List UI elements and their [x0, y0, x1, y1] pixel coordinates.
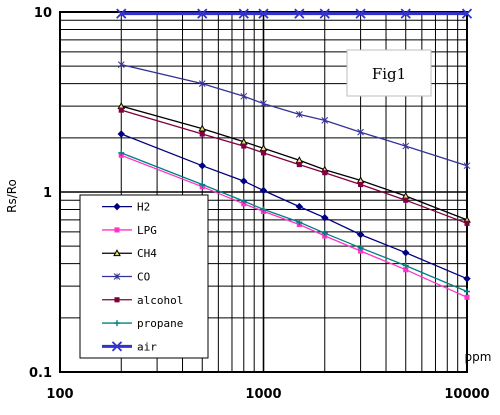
figure-annotation: Fig1: [346, 49, 432, 97]
legend-swatch-marker: [111, 341, 123, 352]
legend-box: [79, 194, 209, 359]
series-lines: [116, 8, 473, 300]
legend-label: CO: [137, 271, 150, 284]
series-propane: [118, 149, 470, 295]
data-point: [295, 202, 304, 211]
tick-labels: 100 1000 10000 10 1 0.1: [29, 6, 490, 402]
legend-swatch-marker: [114, 320, 120, 327]
legend-item: alcohol: [102, 294, 183, 307]
legend-swatch-marker: [114, 297, 120, 303]
data-point: [357, 128, 364, 136]
data-point: [260, 100, 267, 107]
data-point: [402, 248, 410, 257]
legend-label: air: [137, 340, 157, 353]
series-co: [117, 61, 471, 170]
data-point: [357, 244, 364, 251]
annotation-text: Fig1: [372, 65, 406, 83]
x-tick-label: 100: [46, 387, 73, 402]
data-point: [199, 181, 206, 188]
legend-item: LPG: [102, 224, 157, 237]
legend-item: propane: [102, 317, 183, 330]
data-point: [402, 262, 409, 269]
data-point: [321, 213, 329, 222]
plot-frame: [59, 11, 468, 373]
legend-item: CH4: [102, 247, 157, 260]
legend-item: H2: [102, 201, 150, 214]
annotation-box: [346, 49, 432, 97]
legend-swatch-marker: [113, 273, 121, 280]
y-tick-label: 0.1: [29, 366, 52, 381]
legend-item: air: [102, 340, 157, 353]
data-point: [117, 130, 125, 138]
legend-item: CO: [102, 271, 150, 284]
y-axis-label: Rs/Ro: [5, 179, 19, 213]
data-point: [464, 288, 470, 295]
data-point: [198, 80, 206, 87]
data-point: [321, 117, 329, 124]
data-point: [240, 198, 247, 205]
data-point: [355, 8, 366, 19]
x-axis-label: ppm: [465, 350, 492, 364]
data-point: [118, 149, 125, 156]
data-point: [241, 143, 247, 149]
legend-label: CH4: [137, 247, 157, 260]
x-tick-label: 1000: [245, 387, 281, 402]
data-point: [356, 230, 365, 239]
data-point: [198, 124, 207, 132]
data-point: [322, 170, 328, 176]
data-point: [296, 162, 302, 168]
data-point: [402, 142, 410, 150]
data-point: [400, 8, 411, 19]
data-point: [294, 8, 305, 19]
y-tick-label: 10: [34, 6, 52, 21]
data-point: [463, 274, 471, 283]
legend-swatch-marker: [113, 202, 121, 211]
data-point: [358, 181, 364, 188]
legend-label: propane: [137, 317, 183, 330]
series-h2: [117, 130, 471, 283]
x-tick-label: 10000: [444, 387, 489, 402]
y-tick-label: 1: [43, 186, 52, 201]
legend-label: LPG: [137, 224, 157, 237]
legend-label: alcohol: [137, 294, 183, 307]
data-point: [260, 206, 267, 213]
data-point: [319, 8, 330, 19]
data-point: [197, 8, 208, 19]
data-point: [199, 131, 205, 137]
data-point: [463, 162, 471, 170]
data-point: [198, 161, 206, 170]
data-point: [295, 111, 303, 118]
data-point: [403, 197, 409, 203]
data-point: [464, 220, 470, 226]
axes: [59, 11, 468, 373]
data-point: [259, 186, 268, 195]
data-point: [238, 8, 249, 19]
data-point: [117, 61, 125, 68]
data-point: [464, 294, 470, 300]
data-point: [258, 8, 269, 19]
series-air: [116, 8, 473, 19]
data-point: [461, 8, 473, 19]
data-point: [240, 92, 248, 100]
series-alcohol: [118, 107, 470, 226]
legend-label: H2: [137, 201, 150, 214]
data-point: [403, 267, 409, 273]
data-point: [240, 177, 248, 185]
legend-swatch-marker: [113, 249, 121, 257]
data-point: [260, 150, 267, 156]
data-point: [296, 219, 303, 226]
data-point: [358, 248, 364, 254]
data-point: [321, 230, 328, 237]
legend-swatch-marker: [114, 227, 120, 233]
legend: H2 LPG CH4 CO alcohol propane air: [79, 194, 209, 359]
data-point: [118, 107, 124, 113]
data-point: [116, 8, 127, 19]
